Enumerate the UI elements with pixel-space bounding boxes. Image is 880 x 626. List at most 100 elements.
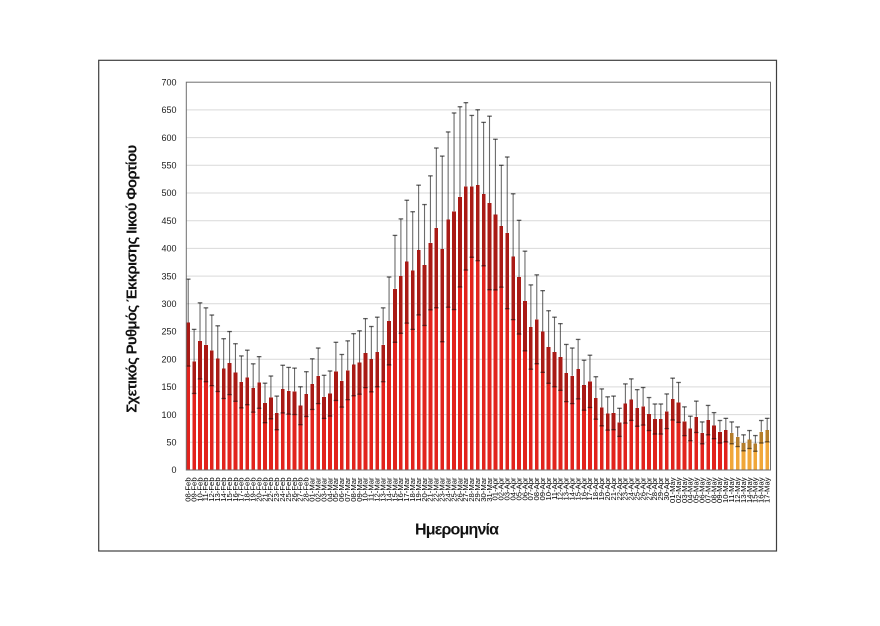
- svg-text:13-Apr: 13-Apr: [562, 477, 571, 501]
- svg-text:20-Apr: 20-Apr: [603, 477, 612, 501]
- svg-text:650: 650: [161, 105, 176, 115]
- svg-text:03-May: 03-May: [680, 477, 689, 503]
- svg-text:400: 400: [161, 244, 176, 254]
- svg-text:500: 500: [161, 188, 176, 198]
- svg-text:25-Apr: 25-Apr: [633, 477, 642, 501]
- svg-text:09-Mar: 09-Mar: [355, 477, 364, 502]
- svg-text:14-Apr: 14-Apr: [568, 477, 577, 501]
- svg-text:12-May: 12-May: [733, 477, 742, 503]
- svg-text:17-Feb: 17-Feb: [237, 477, 246, 501]
- svg-text:08-Mar: 08-Mar: [349, 477, 358, 502]
- svg-text:01-May: 01-May: [668, 477, 677, 503]
- svg-text:250: 250: [161, 327, 176, 337]
- svg-text:22-Feb: 22-Feb: [266, 477, 275, 501]
- svg-text:07-Mar: 07-Mar: [343, 477, 352, 502]
- svg-text:01-Mar: 01-Mar: [308, 477, 317, 502]
- svg-text:01-Apr: 01-Apr: [491, 477, 500, 501]
- svg-text:28-Feb: 28-Feb: [302, 477, 311, 501]
- svg-text:11-Apr: 11-Apr: [550, 477, 559, 500]
- svg-text:26-Feb: 26-Feb: [290, 477, 299, 501]
- svg-text:02-Apr: 02-Apr: [497, 477, 506, 501]
- svg-text:03-Apr: 03-Apr: [503, 477, 512, 501]
- svg-text:13-May: 13-May: [739, 477, 748, 503]
- svg-text:19-Apr: 19-Apr: [597, 477, 606, 501]
- svg-text:25-Mar: 25-Mar: [449, 477, 458, 502]
- svg-text:27-Feb: 27-Feb: [296, 477, 305, 501]
- svg-text:04-Mar: 04-Mar: [325, 477, 334, 502]
- svg-text:0: 0: [171, 465, 176, 475]
- svg-text:10-May: 10-May: [721, 477, 730, 503]
- svg-text:29-Mar: 29-Mar: [473, 477, 482, 502]
- svg-text:21-Mar: 21-Mar: [426, 477, 435, 502]
- svg-text:04-Apr: 04-Apr: [508, 477, 517, 501]
- svg-text:24-Mar: 24-Mar: [443, 477, 452, 502]
- svg-text:Σχετικός Ρυθμός Έκκρισης Ιικού: Σχετικός Ρυθμός Έκκρισης Ιικού Φορτίου: [124, 145, 141, 413]
- svg-text:700: 700: [161, 77, 176, 87]
- svg-text:19-Feb: 19-Feb: [248, 477, 257, 501]
- svg-text:13-Mar: 13-Mar: [378, 477, 387, 502]
- svg-text:550: 550: [161, 161, 176, 171]
- svg-text:24-Apr: 24-Apr: [627, 477, 636, 501]
- svg-text:450: 450: [161, 216, 176, 226]
- svg-text:04-May: 04-May: [686, 477, 695, 503]
- svg-text:02-May: 02-May: [674, 477, 683, 503]
- svg-text:17-Mar: 17-Mar: [402, 477, 411, 502]
- svg-text:15-Feb: 15-Feb: [225, 477, 234, 501]
- svg-text:06-May: 06-May: [698, 477, 707, 503]
- svg-text:20-Mar: 20-Mar: [420, 477, 429, 502]
- svg-text:14-May: 14-May: [745, 477, 754, 503]
- svg-text:14-Mar: 14-Mar: [384, 477, 393, 502]
- svg-text:26-Apr: 26-Apr: [638, 477, 647, 501]
- svg-text:29-Apr: 29-Apr: [656, 477, 665, 501]
- svg-text:06-Mar: 06-Mar: [337, 477, 346, 502]
- svg-text:200: 200: [161, 354, 176, 364]
- svg-text:07-Apr: 07-Apr: [526, 477, 535, 501]
- svg-text:16-Feb: 16-Feb: [231, 477, 240, 501]
- svg-text:08-Feb: 08-Feb: [184, 477, 193, 501]
- svg-text:14-Feb: 14-Feb: [219, 477, 228, 501]
- svg-text:11-May: 11-May: [727, 477, 736, 502]
- svg-text:27-Apr: 27-Apr: [644, 477, 653, 501]
- svg-text:18-Apr: 18-Apr: [591, 477, 600, 501]
- svg-text:12-Mar: 12-Mar: [373, 477, 382, 502]
- svg-text:15-Mar: 15-Mar: [390, 477, 399, 502]
- svg-text:09-Apr: 09-Apr: [538, 477, 547, 501]
- svg-text:600: 600: [161, 133, 176, 143]
- svg-text:22-Mar: 22-Mar: [432, 477, 441, 502]
- svg-text:10-Feb: 10-Feb: [195, 477, 204, 501]
- svg-text:05-May: 05-May: [692, 477, 701, 503]
- svg-text:02-Mar: 02-Mar: [313, 477, 322, 502]
- svg-text:18-Mar: 18-Mar: [408, 477, 417, 502]
- svg-text:05-Apr: 05-Apr: [514, 477, 523, 501]
- svg-text:09-May: 09-May: [715, 477, 724, 503]
- svg-text:26-Mar: 26-Mar: [455, 477, 464, 502]
- svg-text:350: 350: [161, 271, 176, 281]
- svg-text:16-May: 16-May: [757, 477, 766, 503]
- svg-text:23-Apr: 23-Apr: [621, 477, 630, 501]
- svg-text:28-Apr: 28-Apr: [650, 477, 659, 501]
- svg-text:24-Feb: 24-Feb: [278, 477, 287, 501]
- svg-text:22-Apr: 22-Apr: [615, 477, 624, 501]
- svg-text:16-Mar: 16-Mar: [396, 477, 405, 502]
- svg-text:18-Feb: 18-Feb: [243, 477, 252, 501]
- svg-text:08-Apr: 08-Apr: [532, 477, 541, 501]
- svg-text:28-Mar: 28-Mar: [467, 477, 476, 502]
- svg-text:27-Mar: 27-Mar: [461, 477, 470, 502]
- svg-text:03-Mar: 03-Mar: [319, 477, 328, 502]
- svg-text:15-May: 15-May: [751, 477, 760, 503]
- svg-text:16-Apr: 16-Apr: [579, 477, 588, 501]
- svg-text:21-Apr: 21-Apr: [609, 477, 618, 501]
- svg-text:21-Feb: 21-Feb: [260, 477, 269, 501]
- svg-text:10-Apr: 10-Apr: [544, 477, 553, 501]
- svg-text:07-May: 07-May: [703, 477, 712, 503]
- svg-text:Ημερομηνία: Ημερομηνία: [415, 522, 499, 539]
- svg-text:31-Mar: 31-Mar: [485, 477, 494, 502]
- svg-text:20-Feb: 20-Feb: [254, 477, 263, 501]
- svg-text:08-May: 08-May: [709, 477, 718, 503]
- svg-text:09-Feb: 09-Feb: [189, 477, 198, 501]
- svg-text:23-Feb: 23-Feb: [272, 477, 281, 501]
- svg-text:50: 50: [166, 438, 176, 448]
- svg-text:100: 100: [161, 410, 176, 420]
- svg-text:25-Feb: 25-Feb: [284, 477, 293, 501]
- svg-text:10-Mar: 10-Mar: [361, 477, 370, 502]
